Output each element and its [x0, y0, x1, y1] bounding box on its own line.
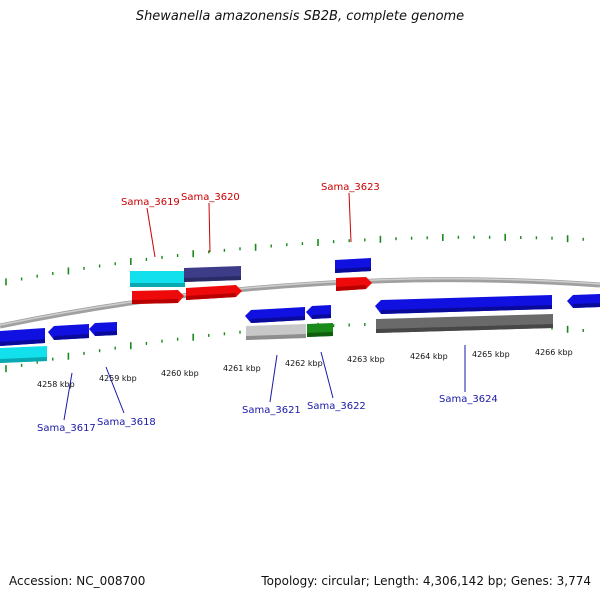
scale-label-4259: 4259 kbp: [99, 374, 137, 383]
feature-grey-3621: [246, 324, 306, 340]
scale-label-4261: 4261 kbp: [223, 364, 261, 373]
feature-grey-3624: [376, 314, 553, 333]
gene-label-3618: Sama_3618: [97, 417, 156, 428]
leader-3622: [320, 351, 334, 399]
feature-red-arrow-3620: [186, 285, 242, 300]
feature-cyan-left-edge: [0, 346, 47, 363]
feature-green-3622: [307, 323, 333, 337]
feature-blue-right-edge: [567, 294, 600, 308]
feature-blue-3622: [306, 305, 331, 319]
feature-blue-3624: [375, 295, 552, 314]
feature-blue-3617: [48, 324, 89, 340]
gene-label-3617: Sama_3617: [37, 423, 96, 434]
scale-label-4260: 4260 kbp: [161, 369, 199, 378]
genome-summary-text: Topology: circular; Length: 4,306,142 bp…: [261, 574, 591, 588]
scale-label-4265: 4265 kbp: [472, 350, 510, 359]
gene-label-3624: Sama_3624: [439, 394, 498, 405]
gene-label-3623: Sama_3623: [321, 182, 380, 193]
scale-label-4264: 4264 kbp: [410, 352, 448, 361]
feature-red-arrow-3619: [132, 290, 184, 304]
gene-label-3619: Sama_3619: [121, 197, 180, 208]
map-title: Shewanella amazonensis SB2B, complete ge…: [135, 9, 465, 24]
feature-blue-3621: [245, 307, 305, 323]
scale-label-4258: 4258 kbp: [37, 380, 75, 389]
gene-label-3622: Sama_3622: [307, 401, 366, 412]
label-leaders: [63, 192, 466, 421]
scale-label-4266: 4266 kbp: [535, 348, 573, 357]
accession-text: Accession: NC_008700: [9, 574, 146, 588]
scale-label-4262: 4262 kbp: [285, 359, 323, 368]
feature-cyan-upper: [130, 271, 185, 287]
leader-3623: [348, 192, 352, 243]
scale-label-4263: 4263 kbp: [347, 355, 385, 364]
genome-backbone-highlight: [0, 277, 600, 326]
leader-3620: [208, 202, 211, 253]
genome-backbone: [0, 277, 600, 329]
feature-blue-left-edge: [0, 328, 45, 346]
upper-tick-row: [5, 233, 584, 286]
gene-label-3620: Sama_3620: [181, 192, 240, 203]
feature-navy-upper: [184, 266, 241, 282]
leader-3618: [105, 366, 125, 414]
gene-label-3621: Sama_3621: [242, 405, 301, 416]
leader-3617: [63, 372, 73, 421]
leader-3621: [269, 354, 278, 403]
feature-red-arrow-3623: [336, 277, 372, 291]
feature-blue-3623: [335, 258, 371, 273]
feature-blue-3618: [89, 322, 117, 336]
leader-3619: [146, 207, 156, 258]
